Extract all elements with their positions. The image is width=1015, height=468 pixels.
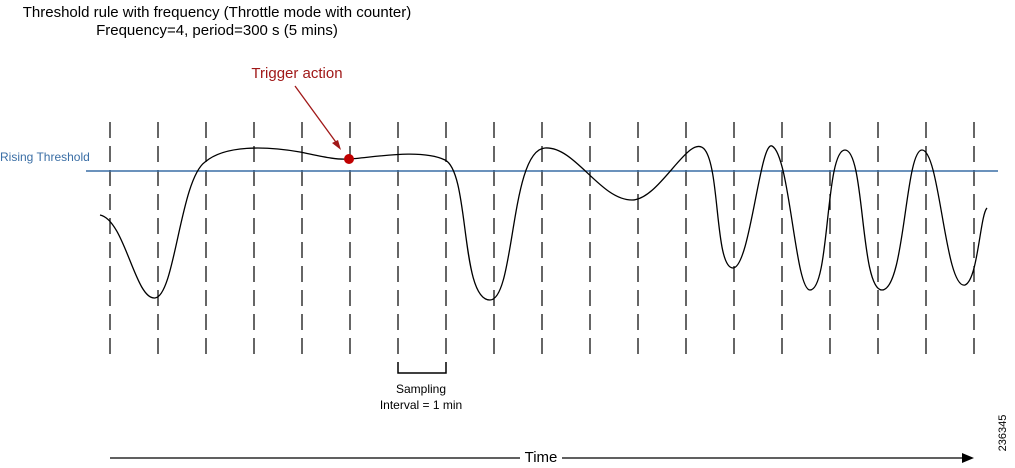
subtitle: Frequency=4, period=300 s (5 mins): [96, 22, 338, 39]
sampling-intervals: [109, 122, 975, 355]
trigger-arrow: [294, 85, 339, 146]
trigger-point: [344, 154, 354, 164]
signal-curve: [99, 145, 988, 301]
time-arrowhead: [962, 453, 974, 463]
time-label-bg: [520, 449, 562, 467]
threshold-label: Rising Threshold: [0, 150, 90, 164]
trigger-arrowhead: [332, 140, 341, 150]
title: Threshold rule with frequency (Throttle …: [23, 4, 412, 21]
sampling-label: Interval = 1 min: [380, 398, 462, 412]
sampling-bracket: [397, 362, 447, 374]
time-label: Time: [525, 449, 558, 466]
trigger-label: Trigger action: [251, 65, 342, 82]
figure-id: 236345: [997, 415, 1009, 452]
sampling-label: Sampling: [396, 382, 446, 396]
